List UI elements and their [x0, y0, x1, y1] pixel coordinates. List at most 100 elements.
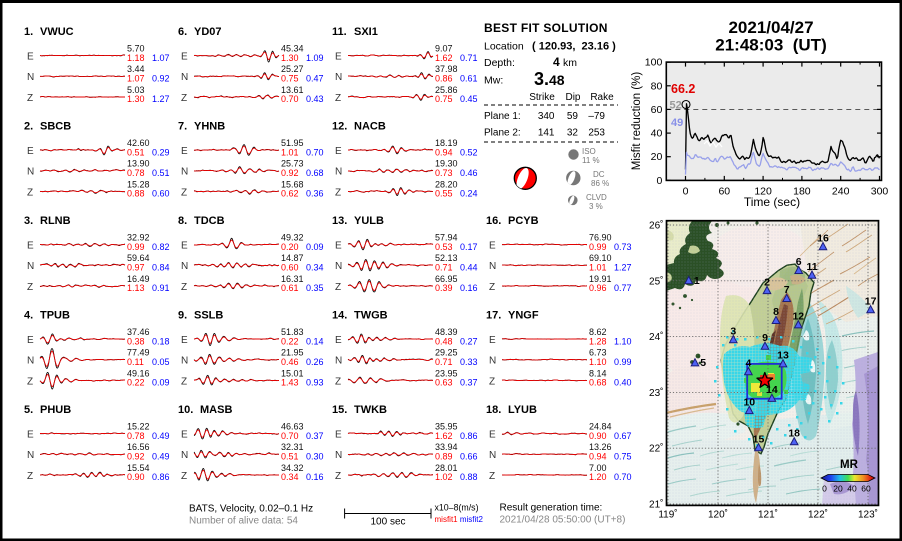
svg-text:0.49: 0.49 [152, 431, 170, 441]
svg-text:Z: Z [181, 471, 187, 482]
svg-text:5.70: 5.70 [127, 44, 145, 54]
svg-text:52: 52 [670, 100, 682, 112]
svg-text:57.94: 57.94 [435, 233, 458, 243]
svg-text:1.07: 1.07 [152, 53, 170, 63]
svg-text:0.53: 0.53 [435, 242, 453, 252]
svg-text:49.16: 49.16 [127, 368, 150, 378]
svg-text:1.28: 1.28 [589, 336, 607, 346]
svg-text:17: 17 [865, 296, 877, 308]
svg-text:0.38: 0.38 [127, 336, 145, 346]
svg-text:240: 240 [832, 185, 850, 197]
svg-text:E: E [335, 430, 342, 441]
svg-text:0.94: 0.94 [589, 452, 607, 462]
svg-text:Number of alive data: 54: Number of alive data: 54 [189, 516, 298, 527]
svg-text:16: 16 [817, 232, 829, 244]
svg-text:0: 0 [683, 185, 689, 197]
svg-text:59.64: 59.64 [127, 253, 150, 263]
svg-text:N: N [335, 356, 342, 367]
svg-text:1.18: 1.18 [127, 53, 145, 63]
svg-text:N: N [27, 167, 34, 178]
svg-text:E: E [489, 241, 496, 252]
svg-text:45.34: 45.34 [281, 44, 304, 54]
svg-text:Z: Z [335, 471, 341, 482]
svg-text:0.92: 0.92 [152, 74, 170, 84]
svg-text:0.66: 0.66 [460, 452, 478, 462]
svg-text:121˚: 121˚ [758, 509, 778, 521]
svg-text:6.73: 6.73 [589, 348, 607, 358]
svg-text:1.01: 1.01 [589, 263, 607, 273]
svg-text:9.: 9. [178, 310, 187, 322]
svg-text:60: 60 [718, 185, 730, 197]
svg-text:YNGF: YNGF [508, 310, 539, 322]
svg-text:E: E [181, 52, 188, 63]
svg-text:0.34: 0.34 [306, 263, 324, 273]
svg-text:0.78: 0.78 [127, 168, 145, 178]
svg-text:1.10: 1.10 [614, 336, 632, 346]
svg-text:6: 6 [796, 256, 802, 268]
svg-text:SBCB: SBCB [40, 121, 71, 133]
svg-text:E: E [181, 430, 188, 441]
svg-text:1.27: 1.27 [614, 263, 632, 273]
svg-text:0.26: 0.26 [306, 357, 324, 367]
svg-text:0.39: 0.39 [435, 283, 453, 293]
svg-text:Z: Z [335, 187, 341, 198]
svg-text:76.90: 76.90 [589, 233, 612, 243]
svg-text:BATS, Velocity, 0.02–0.1 Hz: BATS, Velocity, 0.02–0.1 Hz [189, 504, 313, 515]
svg-text:48.39: 48.39 [435, 327, 458, 337]
svg-text:Z: Z [181, 376, 187, 387]
svg-text:66.2: 66.2 [671, 82, 695, 96]
svg-text:0.75: 0.75 [435, 94, 453, 104]
svg-text:16.49: 16.49 [127, 274, 150, 284]
svg-text:0.45: 0.45 [460, 94, 478, 104]
svg-text:0.09: 0.09 [306, 242, 324, 252]
svg-text:ISO: ISO [582, 147, 596, 156]
svg-text:0.05: 0.05 [152, 357, 170, 367]
svg-text:1.62: 1.62 [435, 431, 453, 441]
svg-text:0.48: 0.48 [435, 336, 453, 346]
svg-text:E: E [335, 335, 342, 346]
svg-text:Z: Z [27, 376, 33, 387]
svg-text:17.: 17. [486, 310, 501, 322]
svg-text:28.01: 28.01 [435, 463, 458, 473]
svg-text:20: 20 [833, 484, 843, 494]
svg-text:0.34: 0.34 [281, 472, 299, 482]
svg-text:24.84: 24.84 [589, 422, 612, 432]
svg-text:0.16: 0.16 [306, 472, 324, 482]
svg-text:0.94: 0.94 [435, 147, 453, 157]
svg-text:Location: Location [484, 41, 524, 53]
svg-text:0.46: 0.46 [281, 357, 299, 367]
svg-text:0.84: 0.84 [152, 263, 170, 273]
svg-text:( 120.93, 23.16 ): ( 120.93, 23.16 ) [532, 41, 616, 53]
svg-text:N: N [489, 450, 496, 461]
svg-text:N: N [489, 261, 496, 272]
svg-text:100 sec: 100 sec [370, 517, 405, 528]
svg-text:N: N [27, 261, 34, 272]
svg-text:0.11: 0.11 [127, 357, 144, 367]
svg-text:340: 340 [538, 111, 555, 122]
svg-text:0.68: 0.68 [306, 168, 324, 178]
svg-text:21:48:03 (UT): 21:48:03 (UT) [715, 36, 826, 55]
svg-text:60: 60 [651, 104, 663, 116]
svg-text:0.90: 0.90 [589, 431, 607, 441]
svg-text:19.91: 19.91 [589, 274, 612, 284]
svg-text:21.95: 21.95 [281, 348, 304, 358]
svg-text:E: E [335, 241, 342, 252]
svg-text:E: E [27, 146, 34, 157]
svg-text:13.: 13. [332, 215, 347, 227]
svg-text:N: N [335, 450, 342, 461]
svg-text:TPUB: TPUB [40, 310, 70, 322]
svg-text:km: km [563, 57, 577, 69]
svg-text:5.03: 5.03 [127, 85, 145, 95]
svg-text:8.: 8. [178, 215, 187, 227]
svg-text:86 %: 86 % [591, 179, 609, 188]
svg-text:14.: 14. [332, 310, 347, 322]
svg-text:0.60: 0.60 [152, 189, 170, 199]
svg-text:0.97: 0.97 [127, 263, 145, 273]
svg-text:21˚: 21˚ [649, 499, 663, 511]
svg-text:23˚: 23˚ [649, 387, 663, 399]
svg-text:TWGB: TWGB [354, 310, 388, 322]
svg-text:16.56: 16.56 [127, 442, 150, 452]
svg-text:0.93: 0.93 [306, 378, 324, 388]
svg-text:3 %: 3 % [589, 202, 603, 211]
svg-text:0.51: 0.51 [152, 168, 170, 178]
